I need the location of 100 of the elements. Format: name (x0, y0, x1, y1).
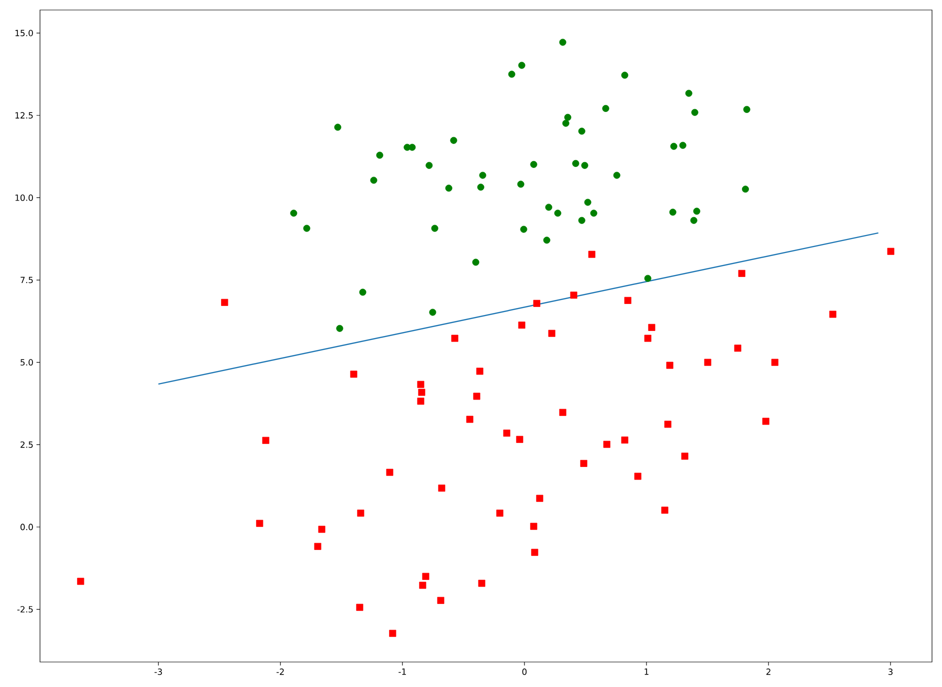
point (648, 324, 656, 331)
point (356, 604, 364, 611)
point (681, 452, 688, 460)
point (581, 162, 588, 169)
point (466, 416, 474, 423)
x-tick-label: -3 (154, 668, 162, 675)
point (590, 210, 598, 217)
x-tick-label: -2 (276, 668, 284, 675)
point (318, 526, 326, 533)
point (478, 580, 486, 587)
point (445, 184, 452, 192)
point (762, 418, 770, 425)
y-tick-label: 7.5 (20, 276, 33, 284)
x-tick-label: 0 (522, 668, 527, 675)
point (357, 510, 364, 517)
point (476, 368, 484, 375)
point (621, 436, 628, 444)
x-tick-label: 2 (766, 668, 770, 675)
x-tick-label: 1 (644, 668, 648, 675)
point (418, 388, 426, 396)
point (419, 582, 426, 589)
point (450, 136, 458, 144)
point (518, 322, 526, 329)
y-tick-label: 5.0 (20, 359, 33, 366)
point (543, 236, 550, 244)
point (634, 472, 642, 480)
point (422, 572, 430, 580)
point (621, 72, 628, 79)
point (531, 548, 538, 556)
y-tick-label: 0.0 (20, 524, 33, 530)
point (417, 398, 424, 405)
point (554, 210, 562, 217)
point (508, 70, 516, 78)
point (221, 298, 228, 306)
point (417, 380, 424, 388)
point (536, 494, 544, 502)
point (290, 210, 298, 217)
point (690, 216, 698, 224)
point (704, 358, 712, 366)
point (389, 630, 396, 637)
y-tick-label: 15.0 (15, 30, 33, 36)
point (691, 108, 698, 116)
point (518, 62, 526, 69)
point (771, 358, 778, 366)
point (545, 204, 552, 211)
point (473, 392, 480, 400)
point (661, 506, 668, 514)
x-tick-label: -1 (398, 668, 406, 675)
point (738, 270, 746, 277)
point (559, 408, 566, 416)
point (530, 522, 538, 530)
point (303, 224, 310, 232)
point (559, 38, 566, 46)
point (666, 362, 674, 369)
point (603, 440, 610, 448)
point (572, 160, 580, 167)
point (517, 180, 524, 188)
point (408, 144, 416, 151)
point (520, 226, 528, 233)
point (426, 162, 433, 169)
point (562, 120, 570, 127)
point (664, 420, 672, 428)
point (644, 274, 652, 282)
point (624, 296, 632, 304)
point (887, 248, 894, 255)
y-tick-label: -2.5 (17, 606, 33, 613)
point (516, 436, 524, 443)
point (262, 436, 270, 444)
point (314, 542, 322, 550)
point (530, 160, 538, 168)
point (533, 300, 540, 307)
point (578, 128, 586, 135)
point (503, 430, 510, 437)
point (437, 596, 444, 604)
point (431, 224, 438, 232)
point (580, 460, 588, 467)
point (376, 152, 384, 159)
point (548, 330, 556, 337)
point (734, 344, 742, 352)
y-tick-label: 10.0 (15, 194, 33, 201)
point (564, 114, 572, 121)
point (256, 520, 264, 527)
point (479, 172, 486, 179)
point (679, 142, 686, 149)
point (588, 250, 596, 258)
point (743, 106, 750, 113)
point (496, 510, 504, 517)
point (742, 186, 749, 193)
point (829, 310, 836, 318)
point (602, 104, 610, 112)
point (350, 370, 358, 378)
point (336, 324, 344, 332)
point (77, 578, 84, 585)
point (472, 258, 480, 266)
point (613, 172, 620, 179)
point (685, 90, 692, 97)
point (370, 176, 378, 184)
point (693, 208, 700, 215)
point (359, 288, 366, 296)
point (386, 468, 394, 476)
